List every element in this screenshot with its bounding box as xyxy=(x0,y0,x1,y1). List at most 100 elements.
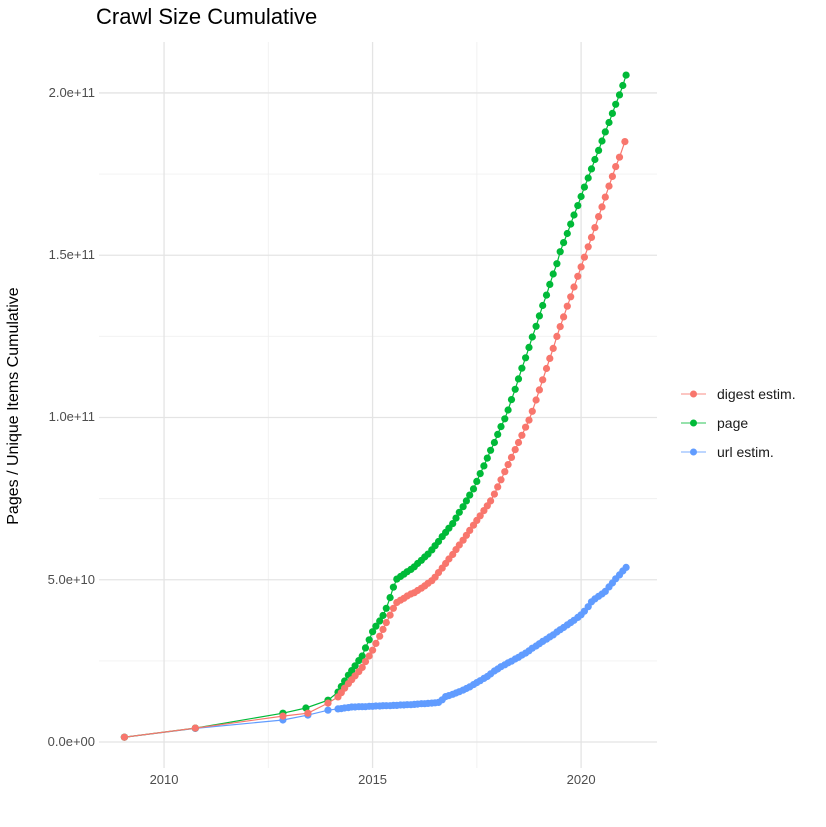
data-point xyxy=(480,462,488,470)
data-point xyxy=(584,243,592,251)
data-point xyxy=(434,537,443,546)
data-point xyxy=(553,332,561,340)
data-point xyxy=(358,663,366,672)
data-point xyxy=(570,211,578,219)
data-point xyxy=(591,224,599,232)
data-point xyxy=(361,644,370,652)
data-point xyxy=(608,172,617,180)
data-point xyxy=(497,423,505,431)
data-point xyxy=(494,483,502,491)
data-point xyxy=(532,396,540,404)
data-point xyxy=(504,461,512,469)
data-point xyxy=(595,213,603,221)
data-point xyxy=(522,354,530,362)
data-point xyxy=(466,526,474,535)
grid-major xyxy=(99,42,657,768)
data-point xyxy=(563,302,571,310)
data-point xyxy=(615,91,624,99)
x-tick-label: 2010 xyxy=(149,772,179,787)
legend-key-url-icon xyxy=(681,448,706,455)
data-point xyxy=(580,183,589,191)
legend-item-digest: digest estim. xyxy=(680,379,796,408)
data-point xyxy=(473,477,481,485)
series-digest-estim xyxy=(120,138,629,741)
data-point xyxy=(490,490,498,498)
data-point xyxy=(504,406,512,414)
data-point xyxy=(528,407,536,415)
data-point xyxy=(535,312,544,320)
data-point xyxy=(483,454,491,462)
data-point xyxy=(591,155,599,164)
data-point xyxy=(584,174,592,182)
legend-key-digest-icon xyxy=(681,390,706,397)
legend-label: digest estim. xyxy=(717,385,796,402)
data-point xyxy=(376,617,384,625)
data-point xyxy=(549,344,557,352)
data-point xyxy=(389,583,397,591)
data-point xyxy=(490,438,498,447)
data-point xyxy=(389,604,397,612)
data-point xyxy=(542,364,551,373)
data-point xyxy=(449,520,457,528)
data-point xyxy=(549,270,557,278)
data-point xyxy=(546,354,554,362)
data-point xyxy=(518,364,526,372)
series-page xyxy=(120,71,630,741)
x-tick-label: 2015 xyxy=(358,772,388,787)
data-point xyxy=(567,220,575,228)
data-point xyxy=(372,622,380,630)
data-point xyxy=(601,128,609,136)
data-point xyxy=(577,263,585,271)
data-point xyxy=(459,503,467,511)
data-point xyxy=(587,233,596,241)
data-point xyxy=(324,706,332,714)
y-tick-label: 1.0e+11 xyxy=(48,409,95,425)
data-point xyxy=(605,182,613,190)
legend-label: url estim. xyxy=(717,443,774,460)
data-point xyxy=(612,100,620,108)
data-point xyxy=(601,193,609,201)
y-tick-label: 2.0e+11 xyxy=(48,84,95,100)
series-url-estim xyxy=(120,563,630,741)
data-point xyxy=(501,415,509,423)
x-tick-label: 2020 xyxy=(566,772,596,787)
data-point xyxy=(487,446,495,454)
data-point xyxy=(598,137,606,145)
data-point xyxy=(577,192,585,201)
data-point xyxy=(372,639,380,648)
chart-title: Crawl Size Cumulative xyxy=(96,4,318,29)
legend-label: page xyxy=(717,414,749,431)
data-point xyxy=(455,508,463,516)
data-point xyxy=(279,712,287,720)
data-point xyxy=(605,118,613,127)
data-point xyxy=(525,416,533,424)
data-point xyxy=(542,291,551,299)
data-point xyxy=(574,202,582,210)
y-axis-title: Pages / Unique Items Cumulative xyxy=(5,287,22,525)
data-point xyxy=(376,632,384,640)
data-point xyxy=(351,662,359,670)
data-point xyxy=(511,446,519,454)
data-point xyxy=(518,431,526,439)
data-point xyxy=(369,646,377,654)
data-point xyxy=(615,153,624,161)
data-point xyxy=(539,301,547,310)
data-point xyxy=(469,485,478,493)
data-point xyxy=(622,71,630,79)
data-point xyxy=(191,724,199,732)
data-point xyxy=(466,491,474,499)
data-point xyxy=(358,652,366,660)
data-point xyxy=(476,470,484,478)
data-point xyxy=(369,628,377,636)
data-point xyxy=(497,476,505,484)
data-point xyxy=(455,541,463,549)
data-point xyxy=(522,423,530,431)
data-point xyxy=(525,343,533,351)
data-point xyxy=(622,563,630,572)
data-point xyxy=(386,611,394,619)
data-point xyxy=(365,652,373,660)
data-point xyxy=(379,625,387,634)
data-point xyxy=(507,453,516,461)
data-point xyxy=(608,109,617,117)
